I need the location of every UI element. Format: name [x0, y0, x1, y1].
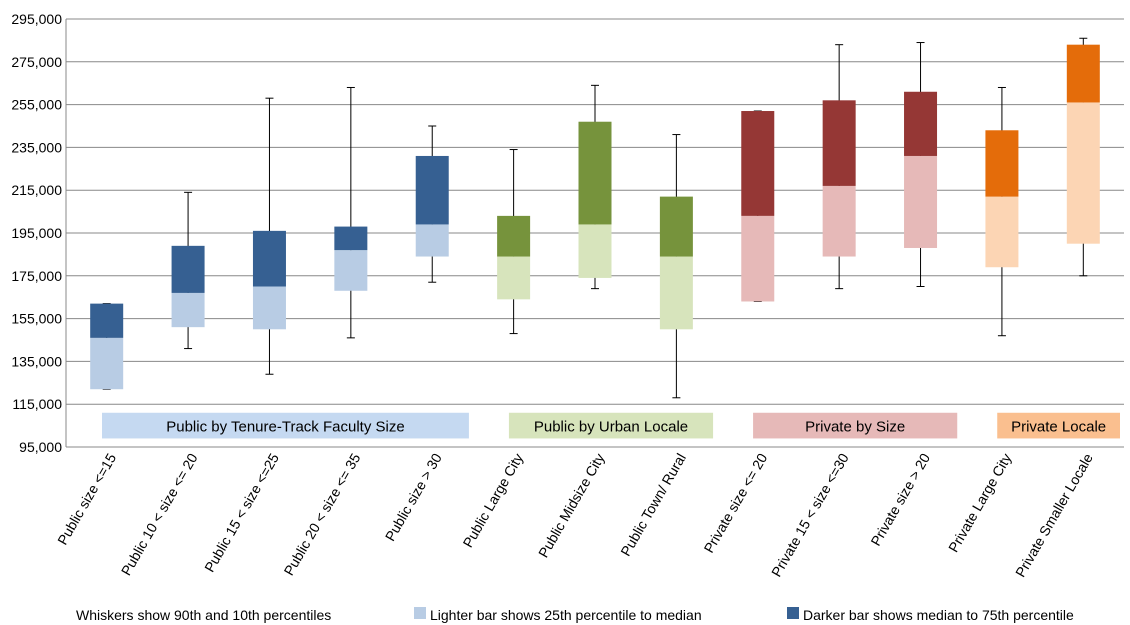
- y-tick-label: 155,000: [11, 311, 62, 327]
- y-tick-label: 195,000: [11, 225, 62, 241]
- legend: Whiskers show 90th and 10th percentiles …: [76, 607, 1074, 623]
- y-tick-label: 275,000: [11, 54, 62, 70]
- box-lower-bar: [497, 256, 531, 300]
- x-tick-label: Private Large City: [945, 451, 1014, 555]
- y-tick-label: 255,000: [11, 97, 62, 113]
- box-upper-bar: [171, 245, 205, 293]
- group-band-label: Public by Urban Locale: [534, 419, 688, 436]
- x-tick-label: Public size > 30: [382, 450, 445, 543]
- x-tick-label: Public 20 < size <= 35: [281, 450, 364, 578]
- box-upper-bar: [252, 230, 286, 287]
- boxes: [90, 37, 1100, 399]
- x-tick-label: Public Large City: [459, 451, 526, 551]
- box-lower-bar: [822, 185, 856, 257]
- box-upper-bar: [822, 100, 856, 186]
- legend-lighter-text: Lighter bar shows 25th percentile to med…: [430, 607, 702, 623]
- box-upper-bar: [334, 226, 368, 251]
- y-tick-label: 115,000: [12, 396, 62, 412]
- y-tick-label: 215,000: [11, 182, 62, 198]
- group-band: [997, 412, 1120, 439]
- group-band: [508, 412, 714, 439]
- group-band: [102, 412, 469, 439]
- box-lower-bar: [659, 256, 693, 330]
- x-tick-label: Public Midsize City: [535, 451, 608, 561]
- box-lower-bar: [90, 337, 124, 390]
- group-bands: Public by Tenure-Track Faculty Size Publi…: [102, 412, 1120, 439]
- y-tick-label: 95,000: [19, 439, 62, 455]
- group-band-label: Private Locale: [1011, 419, 1106, 436]
- x-tick-label: Private 15 < size <=30: [768, 450, 852, 579]
- box-lower-bar: [578, 224, 612, 278]
- box-lower-bar: [252, 286, 286, 330]
- y-tick-label: 235,000: [11, 139, 62, 155]
- legend-darker-swatch: [787, 607, 799, 619]
- box-upper-bar: [415, 155, 449, 225]
- box-upper-bar: [90, 303, 124, 338]
- x-tick-label: Public 10 < size <= 20: [118, 450, 201, 578]
- box-upper-bar: [659, 196, 693, 257]
- legend-lighter-swatch: [414, 607, 426, 619]
- box-upper-bar: [1066, 44, 1100, 103]
- box-lower-bar: [334, 250, 368, 291]
- box-upper-bar: [578, 121, 612, 225]
- group-band-label: Private by Size: [805, 419, 905, 436]
- box-upper-bar: [904, 91, 938, 156]
- box-lower-bar: [415, 224, 449, 257]
- x-tick-label: Private Smaller Locale: [1012, 450, 1096, 579]
- box-lower-bar: [171, 292, 205, 328]
- x-tick-label: Private size <= 20: [700, 450, 770, 555]
- box-upper-bar: [497, 215, 531, 257]
- y-tick-label: 175,000: [11, 268, 62, 284]
- y-tick-label: 135,000: [11, 353, 62, 369]
- box-lower-bar: [985, 196, 1019, 268]
- x-tick-label: Public Town/ Rural: [617, 451, 689, 559]
- box-lower-bar: [1066, 102, 1100, 244]
- group-band-label: Public by Tenure-Track Faculty Size: [166, 419, 404, 436]
- legend-darker-text: Darker bar shows median to 75th percenti…: [803, 607, 1074, 623]
- legend-whiskers-text: Whiskers show 90th and 10th percentiles: [76, 607, 331, 623]
- y-tick-label: 295,000: [11, 11, 62, 27]
- y-axis: 95,000 115,000 135,000 155,000 175,000 195,00…: [11, 11, 62, 455]
- box-lower-bar: [904, 155, 938, 248]
- box-upper-bar: [741, 111, 775, 216]
- box-lower-bar: [741, 215, 775, 302]
- group-band: [753, 412, 958, 439]
- x-tick-label: Private size > 20: [867, 450, 933, 548]
- x-tick-label: Public 15 < size <=25: [201, 450, 282, 574]
- box-upper-bar: [985, 130, 1019, 197]
- x-tick-label: Public size <=15: [54, 450, 119, 547]
